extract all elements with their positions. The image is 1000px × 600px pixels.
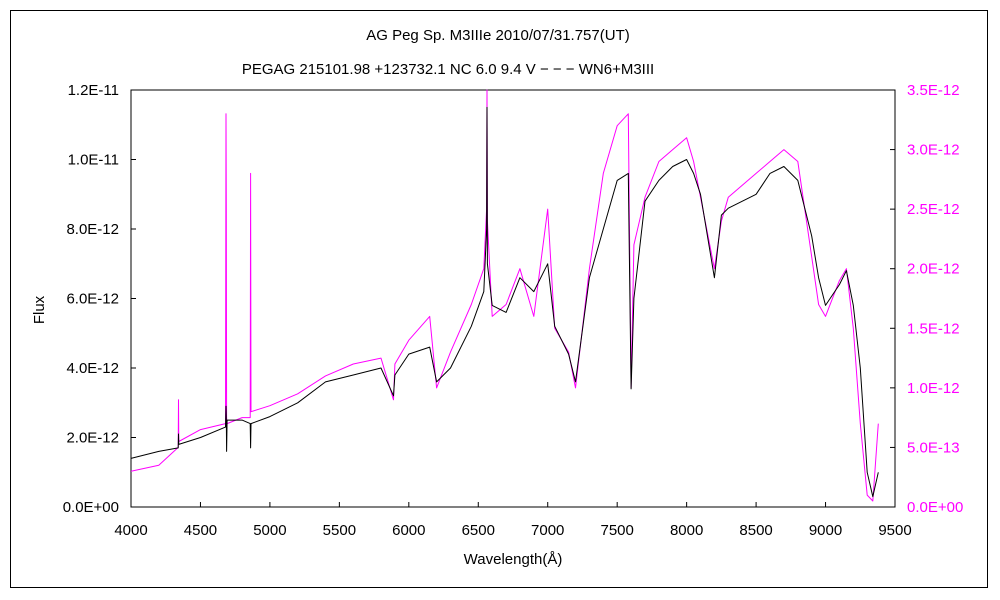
x-tick-label: 7000 bbox=[531, 522, 564, 539]
x-axis-ticks: 4000 4500 5000 5500 6000 6500 7000 7500 8000 8500… bbox=[114, 502, 912, 539]
chart-frame bbox=[10, 10, 988, 588]
right-axis-spectrum-line bbox=[130, 89, 879, 502]
left-tick-label: 6.0E-12 bbox=[66, 291, 119, 308]
right-tick-label: 3.5E-12 bbox=[907, 82, 960, 99]
chart-title: AG Peg Sp. M3IIIe 2010/07/31.757(UT) bbox=[366, 27, 629, 44]
x-tick-label: 4500 bbox=[184, 522, 217, 539]
left-tick-label: 1.0E-11 bbox=[68, 152, 119, 169]
right-tick-label: 5.0E-13 bbox=[907, 439, 960, 456]
x-tick-label: 4000 bbox=[114, 522, 147, 539]
x-tick-label: 5500 bbox=[323, 522, 356, 539]
series-lines bbox=[130, 89, 879, 502]
x-tick-label: 6000 bbox=[392, 522, 425, 539]
x-axis-label: Wavelength(Å) bbox=[464, 551, 563, 568]
x-tick-label: 5000 bbox=[253, 522, 286, 539]
left-tick-label: 2.0E-12 bbox=[66, 430, 119, 447]
right-tick-label: 2.5E-12 bbox=[907, 201, 960, 218]
y-axis-label: Flux bbox=[31, 295, 48, 324]
right-tick-label: 1.0E-12 bbox=[907, 380, 960, 397]
x-tick-label: 9000 bbox=[809, 522, 842, 539]
left-tick-label: 1.2E-11 bbox=[68, 82, 119, 99]
left-axis-spectrum-line bbox=[130, 106, 879, 498]
right-tick-label: 2.0E-12 bbox=[907, 261, 960, 278]
right-tick-label: 0.0E+00 bbox=[907, 499, 963, 516]
left-axis-ticks: 0.0E+00 2.0E-12 4.0E-12 6.0E-12 8.0E-12 1.0E-… bbox=[63, 82, 136, 516]
x-tick-label: 8500 bbox=[739, 522, 772, 539]
left-tick-label: 4.0E-12 bbox=[66, 360, 119, 377]
x-tick-label: 7500 bbox=[600, 522, 633, 539]
right-axis-ticks: 0.0E+00 5.0E-13 1.0E-12 1.5E-12 2.0E-12 2.5E-… bbox=[890, 82, 963, 516]
x-tick-label: 9500 bbox=[878, 522, 911, 539]
chart-subtitle: PEGAG 215101.98 +123732.1 NC 6.0 9.4 V −… bbox=[242, 61, 654, 78]
x-tick-label: 6500 bbox=[462, 522, 495, 539]
right-tick-label: 3.0E-12 bbox=[907, 142, 960, 159]
left-tick-label: 8.0E-12 bbox=[66, 221, 119, 238]
left-tick-label: 0.0E+00 bbox=[63, 499, 119, 516]
right-tick-label: 1.5E-12 bbox=[907, 320, 960, 337]
x-tick-label: 8000 bbox=[670, 522, 703, 539]
